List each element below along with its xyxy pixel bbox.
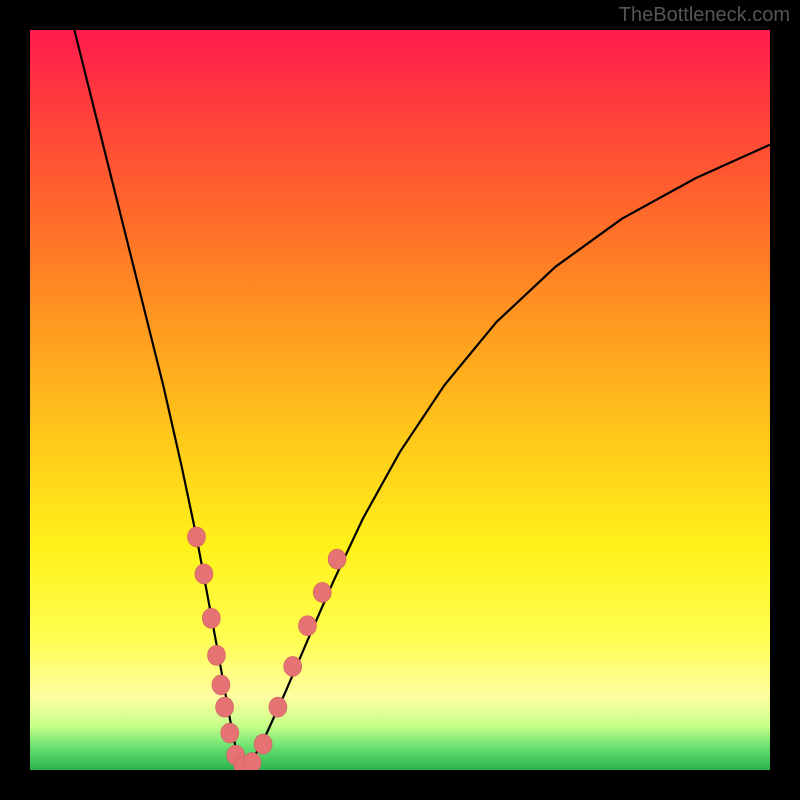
data-marker: [313, 582, 331, 602]
data-marker: [243, 753, 261, 770]
data-marker: [328, 549, 346, 569]
watermark-text: TheBottleneck.com: [619, 4, 790, 27]
data-marker: [195, 564, 213, 584]
data-marker: [299, 616, 317, 636]
data-marker: [216, 697, 234, 717]
data-marker: [212, 675, 230, 695]
chart-background: [30, 30, 770, 770]
data-marker: [269, 697, 287, 717]
data-marker: [221, 723, 239, 743]
data-marker: [188, 527, 206, 547]
data-marker: [202, 608, 220, 628]
data-marker: [284, 656, 302, 676]
chart-plot-area: [30, 30, 770, 770]
data-marker: [254, 734, 272, 754]
data-marker: [207, 645, 225, 665]
chart-svg: [30, 30, 770, 770]
